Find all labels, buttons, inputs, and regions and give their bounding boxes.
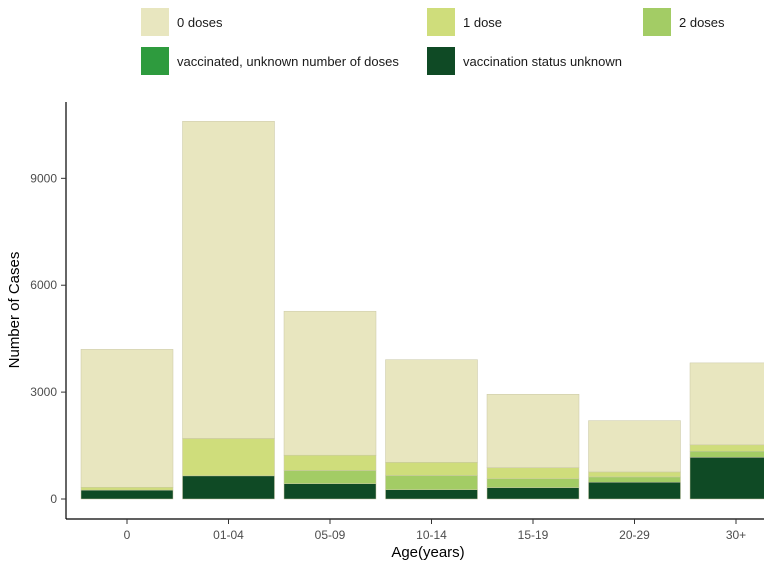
legend-swatch-2-doses: [643, 8, 671, 36]
x-axis-title: Age(years): [391, 544, 464, 561]
legend-swatch-vaccination-status-unknown: [427, 47, 455, 75]
legend-label-2-doses: 2 doses: [679, 15, 725, 30]
bar-0-doses-20-29: [588, 420, 681, 473]
bar-vaccination-status-unknown-15-19: [486, 487, 580, 500]
legend-swatch-1-dose: [427, 8, 455, 36]
x-tick-label: 05-09: [315, 528, 346, 542]
x-tick-label: 30+: [726, 528, 746, 542]
x-tick-label: 20-29: [619, 528, 650, 542]
bar-0-doses-30: [689, 362, 764, 446]
legend-swatch-vaccinated-unknown-number-of-doses: [141, 47, 169, 75]
bar-vaccination-status-unknown-30: [689, 457, 764, 500]
y-axis-title: Number of Cases: [6, 252, 23, 369]
bar-2-doses-05-09: [283, 470, 377, 484]
bar-1-dose-05-09: [283, 454, 377, 471]
legend-swatch-0-doses: [141, 8, 169, 36]
x-tick-label: 15-19: [518, 528, 549, 542]
bar-0-doses-0: [80, 349, 174, 488]
bar-vaccination-status-unknown-0: [80, 489, 174, 500]
bar-vaccination-status-unknown-10-14: [385, 489, 478, 500]
bar-0-doses-15-19: [486, 393, 580, 468]
bar-0-doses-10-14: [385, 359, 478, 463]
legend-label-vaccinated-unknown-number-of-doses: vaccinated, unknown number of doses: [177, 54, 399, 69]
x-tick-label: 0: [124, 528, 131, 542]
bar-0-doses-01-04: [182, 121, 275, 439]
bar-1-dose-0: [80, 486, 174, 491]
y-tick-label: 6000: [30, 278, 57, 292]
x-tick-label: 01-04: [213, 528, 244, 542]
bar-2-doses-15-19: [486, 478, 580, 488]
y-tick-label: 9000: [30, 171, 57, 185]
y-tick-label: 3000: [30, 385, 57, 399]
bar-1-dose-10-14: [385, 462, 478, 476]
bars: [80, 121, 764, 500]
bar-2-doses-10-14: [385, 475, 478, 490]
x-tick-label: 10-14: [416, 528, 447, 542]
y-tick-label: 0: [50, 492, 57, 506]
legend-label-vaccination-status-unknown: vaccination status unknown: [463, 54, 622, 69]
bar-2-doses-20-29: [588, 476, 681, 483]
bar-2-doses-30: [689, 451, 764, 458]
bar-1-dose-15-19: [486, 467, 580, 479]
bar-vaccination-status-unknown-01-04: [182, 475, 275, 500]
axes: [65, 102, 764, 520]
bar-1-dose-01-04: [182, 438, 275, 477]
bar-vaccination-status-unknown-05-09: [283, 483, 377, 500]
bar-0-doses-05-09: [283, 310, 377, 456]
bar-vaccination-status-unknown-20-29: [588, 482, 681, 500]
x-ticks: 0 01-04 05-09 10-14 15-19 20-29 30+: [124, 519, 746, 542]
legend-label-0-doses: 0 doses: [177, 15, 223, 30]
bar-1-dose-30: [689, 444, 764, 452]
legend-label-1-dose: 1 dose: [463, 15, 502, 30]
bar-1-dose-20-29: [588, 471, 681, 478]
y-ticks: 0 3000 6000 9000: [30, 171, 66, 506]
legend: 0 doses 1 dose 2 doses vaccinated, unknown …: [141, 8, 725, 75]
